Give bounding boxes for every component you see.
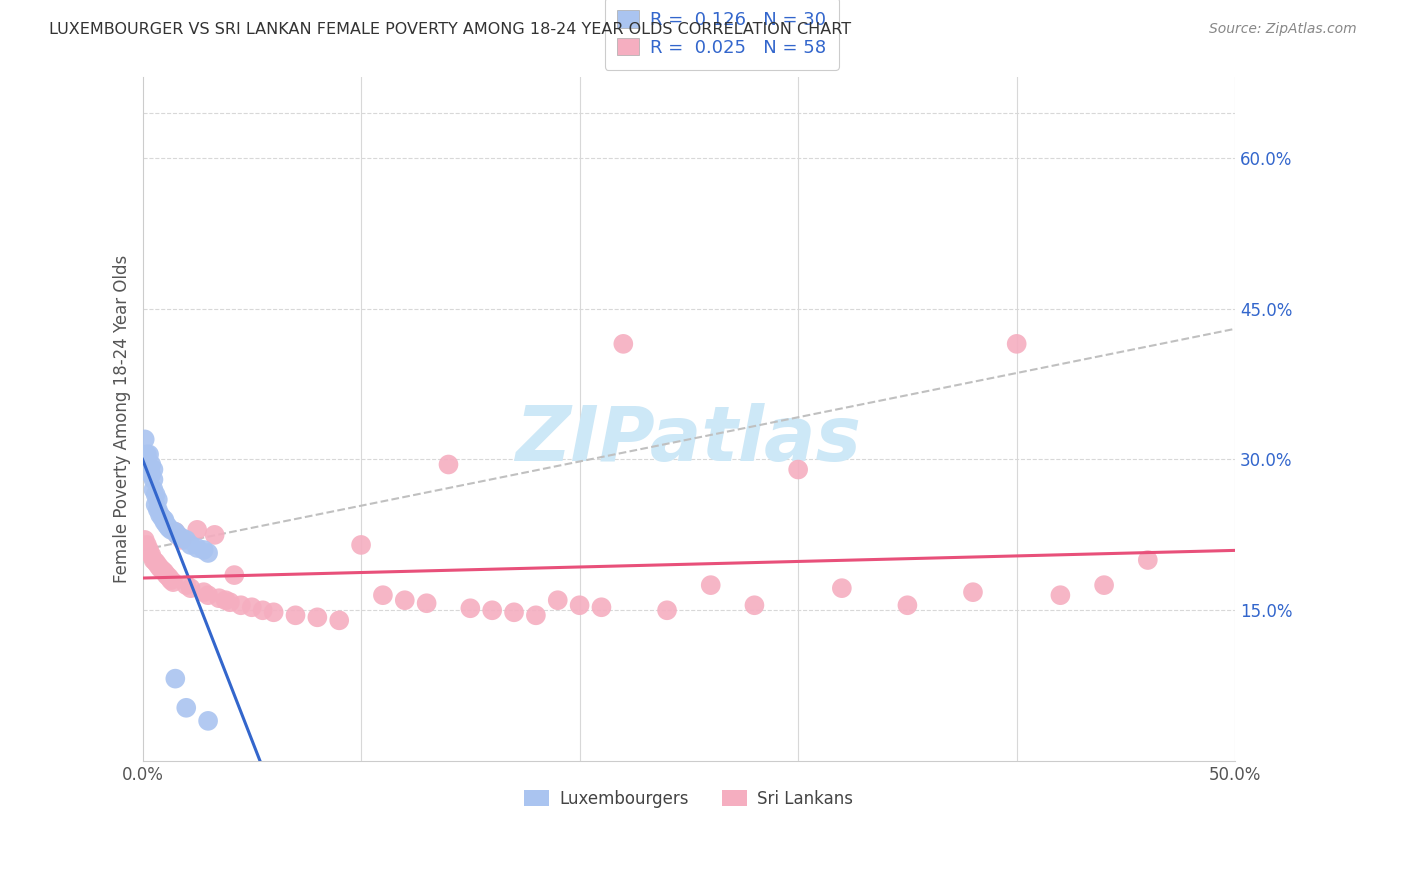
Point [787,462,810,476]
Point [371,588,394,602]
Y-axis label: Female Poverty Among 18-24 Year Olds: Female Poverty Among 18-24 Year Olds [114,255,131,583]
Point [142,473,165,487]
Point [208,591,231,606]
Point [141,458,163,472]
Point [252,603,274,617]
Point [186,541,208,555]
Point [1049,588,1071,602]
Point [193,543,215,558]
Legend: Luxembourgers, Sri Lankans: Luxembourgers, Sri Lankans [517,783,860,814]
Point [193,585,215,599]
Point [162,575,184,590]
Point [142,462,165,476]
Point [138,543,160,558]
Point [157,570,180,584]
Point [240,600,263,615]
Point [165,672,187,686]
Point [186,523,208,537]
Point [1092,578,1115,592]
Point [831,581,853,595]
Point [141,548,163,562]
Point [150,563,173,577]
Point [219,595,242,609]
Point [134,533,156,547]
Point [146,492,169,507]
Point [591,600,613,615]
Point [547,593,569,607]
Point [157,521,180,535]
Point [415,596,437,610]
Point [145,498,167,512]
Point [503,605,526,619]
Point [166,528,188,542]
Point [962,585,984,599]
Point [142,553,165,567]
Text: ZIPatlas: ZIPatlas [516,403,862,476]
Point [744,599,766,613]
Point [153,513,176,527]
Point [160,523,183,537]
Point [224,568,246,582]
Point [165,524,187,539]
Point [135,538,157,552]
Point [612,336,634,351]
Point [307,610,329,624]
Point [155,568,177,582]
Point [145,488,167,502]
Point [568,599,591,613]
Point [146,558,169,572]
Point [174,578,197,592]
Point [350,538,373,552]
Point [150,510,173,524]
Point [437,458,460,472]
Point [524,608,547,623]
Point [204,528,226,542]
Point [166,528,188,542]
Text: Source: ZipAtlas.com: Source: ZipAtlas.com [1209,22,1357,37]
Point [174,700,197,714]
Point [328,613,350,627]
Point [197,714,219,728]
Point [170,533,193,547]
Point [284,608,307,623]
Point [138,447,160,461]
Point [142,483,165,497]
Point [146,502,169,516]
Point [896,599,918,613]
Point [214,593,236,607]
Point [263,605,285,619]
Point [174,533,197,547]
Point [149,508,172,522]
Point [134,433,156,447]
Point [170,531,193,545]
Point [699,578,721,592]
Point [145,555,167,569]
Point [655,603,678,617]
Point [180,581,202,595]
Point [394,593,416,607]
Point [1136,553,1159,567]
Point [141,467,163,482]
Point [160,573,183,587]
Point [135,447,157,461]
Point [229,599,252,613]
Point [153,515,176,529]
Point [155,517,177,532]
Text: LUXEMBOURGER VS SRI LANKAN FEMALE POVERTY AMONG 18-24 YEAR OLDS CORRELATION CHAR: LUXEMBOURGER VS SRI LANKAN FEMALE POVERT… [49,22,852,37]
Point [149,561,172,575]
Point [460,601,482,615]
Point [153,565,176,579]
Point [197,546,219,560]
Point [481,603,503,617]
Point [197,588,219,602]
Point [180,538,202,552]
Point [1005,336,1028,351]
Point [165,524,187,539]
